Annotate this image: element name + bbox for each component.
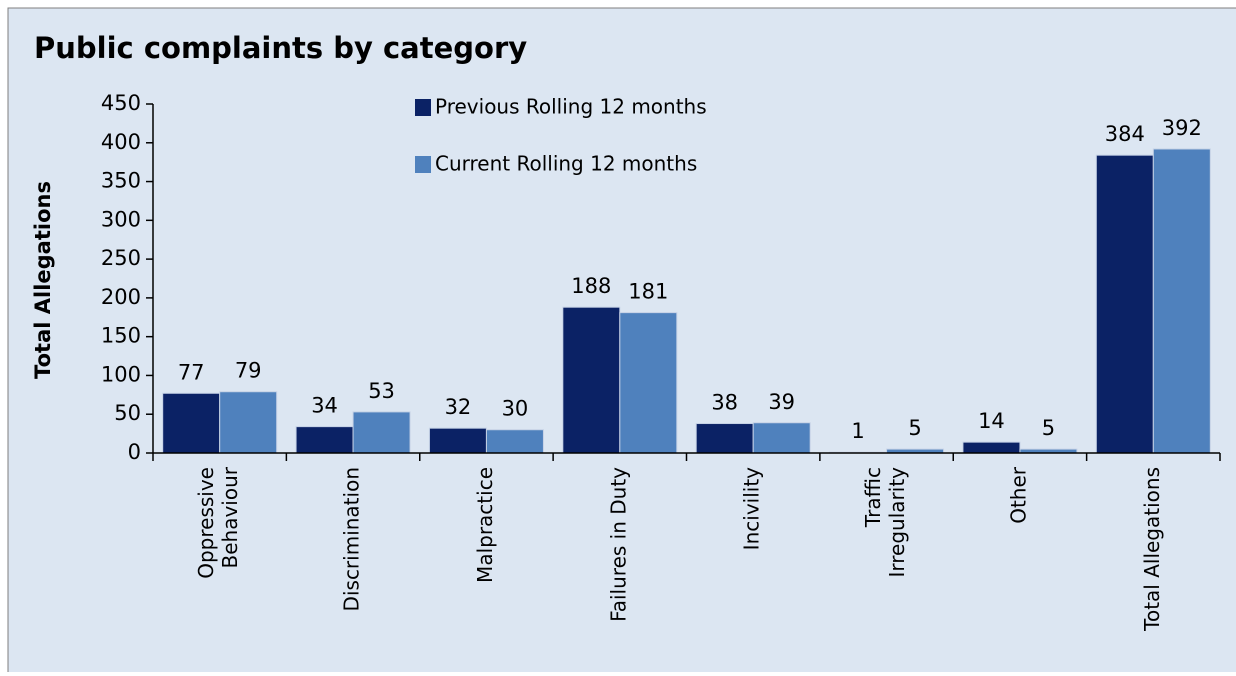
bar	[695, 423, 754, 454]
bar	[485, 429, 544, 454]
x-tick-label: Malpractice	[473, 467, 497, 583]
bar	[562, 306, 621, 454]
value-label: 14	[978, 409, 1005, 433]
y-tick-label: 100	[101, 362, 141, 386]
y-tick-label: 250	[101, 246, 141, 270]
value-label: 5	[1042, 416, 1055, 440]
bar	[1152, 148, 1211, 454]
value-label: 38	[711, 391, 738, 415]
bar	[962, 441, 1021, 454]
y-tick-label: 0	[128, 440, 141, 464]
legend-label: Previous Rolling 12 months	[435, 95, 707, 119]
x-tick-label: Behaviour	[218, 466, 242, 568]
bar	[752, 422, 811, 454]
y-tick-label: 300	[101, 207, 141, 231]
bar	[619, 312, 678, 454]
chart-title: Public complaints by category	[34, 31, 527, 65]
x-tick-label: Discrimination	[340, 467, 364, 611]
value-label: 1	[851, 419, 864, 443]
y-tick-label: 150	[101, 324, 141, 348]
bar	[295, 426, 354, 454]
y-axis-title: Total Allegations	[31, 181, 55, 379]
legend-swatch	[415, 99, 431, 116]
x-tick-label: Failures in Duty	[606, 467, 630, 622]
legend-swatch	[415, 156, 431, 173]
value-label: 79	[235, 359, 262, 383]
value-label: 39	[768, 390, 795, 414]
x-tick-label: Other	[1006, 466, 1030, 524]
x-tick-label: Oppressive	[194, 467, 218, 579]
bar	[428, 427, 487, 454]
bar	[162, 392, 221, 454]
y-tick-label: 200	[101, 285, 141, 309]
x-tick-label: Incivility	[740, 467, 764, 550]
y-tick-label: 50	[114, 401, 141, 425]
legend-label: Current Rolling 12 months	[435, 152, 697, 176]
value-label: 34	[311, 394, 338, 418]
y-tick-label: 400	[101, 130, 141, 154]
x-tick-label: Irregularity	[885, 467, 909, 578]
value-label: 188	[571, 274, 611, 298]
value-label: 5	[908, 416, 921, 440]
bar	[1095, 154, 1154, 454]
value-label: 53	[368, 379, 395, 403]
x-tick-label: Total Allegations	[1140, 467, 1164, 632]
y-tick-label: 350	[101, 169, 141, 193]
bar	[352, 411, 411, 454]
value-label: 392	[1162, 116, 1202, 140]
value-label: 77	[178, 360, 205, 384]
x-tick-label: Traffic	[861, 467, 885, 528]
value-label: 181	[628, 280, 668, 304]
value-label: 32	[445, 395, 472, 419]
value-label: 384	[1105, 122, 1145, 146]
bar	[219, 391, 278, 454]
y-tick-label: 450	[101, 91, 141, 115]
value-label: 30	[502, 397, 529, 421]
